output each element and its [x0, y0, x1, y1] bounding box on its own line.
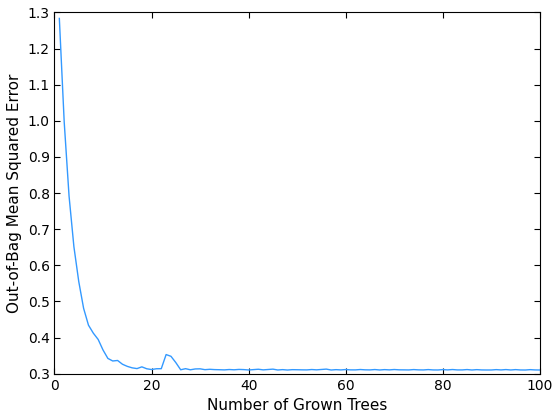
X-axis label: Number of Grown Trees: Number of Grown Trees	[207, 398, 388, 413]
Y-axis label: Out-of-Bag Mean Squared Error: Out-of-Bag Mean Squared Error	[7, 74, 22, 313]
